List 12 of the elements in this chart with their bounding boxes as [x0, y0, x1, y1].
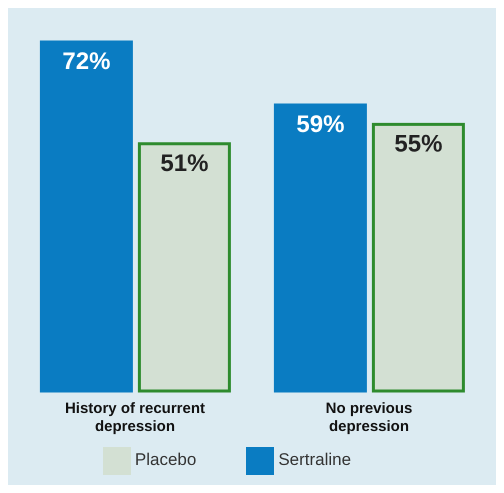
- bar: [40, 40, 133, 392]
- legend-label: Sertraline: [278, 450, 352, 470]
- data-label: 72%: [62, 48, 110, 75]
- bar: [274, 103, 367, 392]
- data-label: 59%: [296, 111, 344, 138]
- data-label: 51%: [160, 150, 208, 177]
- bar: [372, 122, 465, 392]
- x-tick-label: History of recurrent depression: [64, 400, 206, 435]
- bar: [138, 142, 231, 392]
- data-label: 55%: [394, 130, 442, 158]
- x-tick-label: No previous depression: [326, 400, 412, 435]
- legend-label: Placebo: [134, 450, 196, 470]
